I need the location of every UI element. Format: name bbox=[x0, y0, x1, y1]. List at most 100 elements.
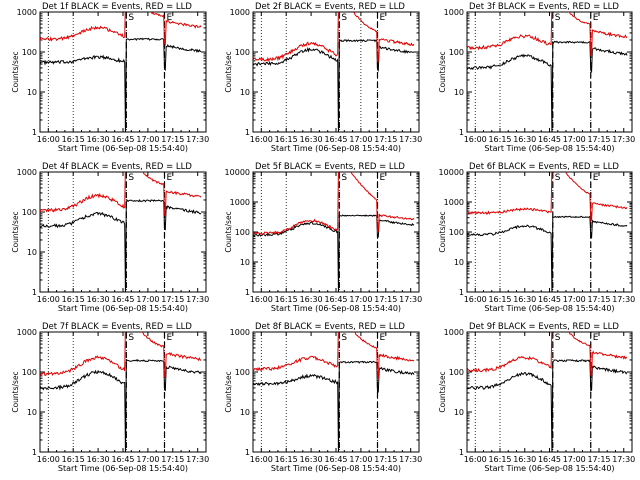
plot-area bbox=[467, 332, 628, 452]
x-tick-label: 16:45 bbox=[324, 135, 347, 144]
x-tick-label: 17:15 bbox=[587, 135, 610, 144]
x-axis-label: Start Time (06-Sep-08 15:54:40) bbox=[484, 464, 614, 473]
panel-title: Det 4f BLACK = Events, RED = LLD bbox=[42, 162, 192, 172]
lld-series-line bbox=[253, 332, 415, 379]
y-tick-label: 10000 bbox=[439, 168, 464, 177]
x-tick-label: 16:45 bbox=[111, 135, 134, 144]
y-axis-label: Counts/sec bbox=[11, 51, 20, 92]
x-tick-label: 17:30 bbox=[399, 135, 422, 144]
x-tick-label: 16:15 bbox=[488, 455, 511, 464]
panel-title: Det 1f BLACK = Events, RED = LLD bbox=[42, 2, 192, 12]
y-tick-label: 1000 bbox=[230, 328, 250, 337]
y-tick-label: 100 bbox=[22, 48, 37, 57]
y-axis-label: Counts/sec bbox=[438, 211, 447, 252]
y-tick-label: 10 bbox=[240, 258, 250, 267]
y-tick-label: 100 bbox=[235, 48, 250, 57]
y-tick-label: 1 bbox=[459, 288, 464, 297]
x-tick-label: 16:30 bbox=[300, 455, 323, 464]
events-series-line bbox=[40, 37, 202, 132]
y-tick-label: 1 bbox=[459, 448, 464, 457]
x-tick-label: 16:45 bbox=[538, 135, 561, 144]
x-tick-label: 16:15 bbox=[62, 295, 85, 304]
y-tick-label: 1 bbox=[245, 448, 250, 457]
plot-area bbox=[40, 332, 202, 452]
panel-title: Det 9f BLACK = Events, RED = LLD bbox=[469, 322, 619, 332]
x-tick-label: 16:45 bbox=[538, 455, 561, 464]
x-tick-label: 16:00 bbox=[250, 455, 273, 464]
x-tick-label: 16:45 bbox=[111, 455, 134, 464]
event-marker-label: E bbox=[167, 173, 173, 183]
plot-area bbox=[40, 12, 202, 132]
x-axis-label: Start Time (06-Sep-08 15:54:40) bbox=[58, 464, 188, 473]
x-tick-label: 17:30 bbox=[612, 135, 635, 144]
events-series-line bbox=[253, 38, 415, 132]
x-axis-label: Start Time (06-Sep-08 15:54:40) bbox=[484, 144, 614, 153]
x-tick-label: 16:45 bbox=[324, 295, 347, 304]
event-marker-label: S bbox=[128, 173, 134, 183]
x-tick-label: 16:15 bbox=[275, 455, 298, 464]
x-tick-label: 16:15 bbox=[62, 135, 85, 144]
event-marker-label: E bbox=[593, 173, 599, 183]
plot-area bbox=[467, 12, 628, 132]
x-axis-label: Start Time (06-Sep-08 15:54:40) bbox=[58, 144, 188, 153]
y-tick-label: 10 bbox=[27, 248, 37, 257]
panels-group: Det 1f BLACK = Events, RED = LLD 1 10 100 10… bbox=[11, 2, 635, 473]
x-tick-label: 17:30 bbox=[612, 455, 635, 464]
event-marker-label: E bbox=[593, 13, 599, 23]
y-axis-label: Counts/sec bbox=[438, 51, 447, 92]
event-marker-label: S bbox=[555, 13, 561, 23]
y-tick-label: 10 bbox=[240, 408, 250, 417]
event-marker-label: E bbox=[380, 13, 386, 23]
x-tick-label: 17:30 bbox=[186, 455, 209, 464]
x-tick-label: 16:00 bbox=[37, 135, 60, 144]
panel-det-3: Det 3f BLACK = Events, RED = LLD 1 10 100 10… bbox=[438, 2, 635, 153]
x-tick-label: 17:30 bbox=[399, 295, 422, 304]
x-tick-label: 16:30 bbox=[87, 135, 110, 144]
x-tick-label: 17:30 bbox=[612, 295, 635, 304]
event-marker-label: S bbox=[128, 13, 134, 23]
x-tick-label: 17:15 bbox=[374, 135, 397, 144]
y-tick-label: 100 bbox=[449, 228, 464, 237]
y-tick-label: 1 bbox=[245, 288, 250, 297]
y-tick-label: 1000 bbox=[17, 8, 37, 17]
x-tick-label: 16:30 bbox=[87, 295, 110, 304]
x-axis-label: Start Time (06-Sep-08 15:54:40) bbox=[484, 304, 614, 313]
y-tick-label: 100 bbox=[449, 48, 464, 57]
x-tick-label: 16:30 bbox=[87, 455, 110, 464]
x-axis-label: Start Time (06-Sep-08 15:54:40) bbox=[271, 464, 401, 473]
x-tick-label: 17:15 bbox=[161, 135, 184, 144]
y-tick-label: 1 bbox=[32, 288, 37, 297]
y-axis-label: Counts/sec bbox=[11, 211, 20, 252]
lld-series-line bbox=[40, 172, 202, 217]
x-tick-label: 17:15 bbox=[374, 455, 397, 464]
y-tick-label: 100 bbox=[22, 208, 37, 217]
events-series-line bbox=[467, 215, 628, 292]
panel-title: Det 8f BLACK = Events, RED = LLD bbox=[255, 322, 405, 332]
y-tick-label: 10 bbox=[454, 88, 464, 97]
x-tick-label: 17:30 bbox=[186, 295, 209, 304]
panel-det-6: Det 6f BLACK = Events, RED = LLD 1 10 100 10… bbox=[438, 162, 635, 313]
x-tick-label: 16:30 bbox=[513, 135, 536, 144]
panel-det-9: Det 9f BLACK = Events, RED = LLD 1 10 100 10… bbox=[438, 322, 635, 473]
y-tick-label: 1000 bbox=[230, 198, 250, 207]
plot-area bbox=[40, 172, 202, 292]
events-series-line bbox=[40, 198, 202, 292]
plot-area bbox=[253, 12, 415, 132]
event-marker-label: E bbox=[380, 333, 386, 343]
x-tick-label: 16:00 bbox=[250, 295, 273, 304]
event-marker-label: S bbox=[555, 173, 561, 183]
x-axis-label: Start Time (06-Sep-08 15:54:40) bbox=[271, 304, 401, 313]
event-marker-label: S bbox=[341, 173, 347, 183]
plot-area bbox=[253, 172, 415, 292]
x-tick-label: 17:15 bbox=[374, 295, 397, 304]
y-tick-label: 10 bbox=[240, 88, 250, 97]
x-tick-label: 16:00 bbox=[464, 135, 487, 144]
events-series-line bbox=[253, 214, 415, 292]
event-marker-label: S bbox=[128, 333, 134, 343]
x-tick-label: 16:30 bbox=[300, 295, 323, 304]
y-axis-label: Counts/sec bbox=[224, 371, 233, 412]
panel-det-5: Det 5f BLACK = Events, RED = LLD 1 10 100 10… bbox=[224, 162, 422, 313]
y-tick-label: 10 bbox=[454, 258, 464, 267]
y-tick-label: 1000 bbox=[17, 328, 37, 337]
